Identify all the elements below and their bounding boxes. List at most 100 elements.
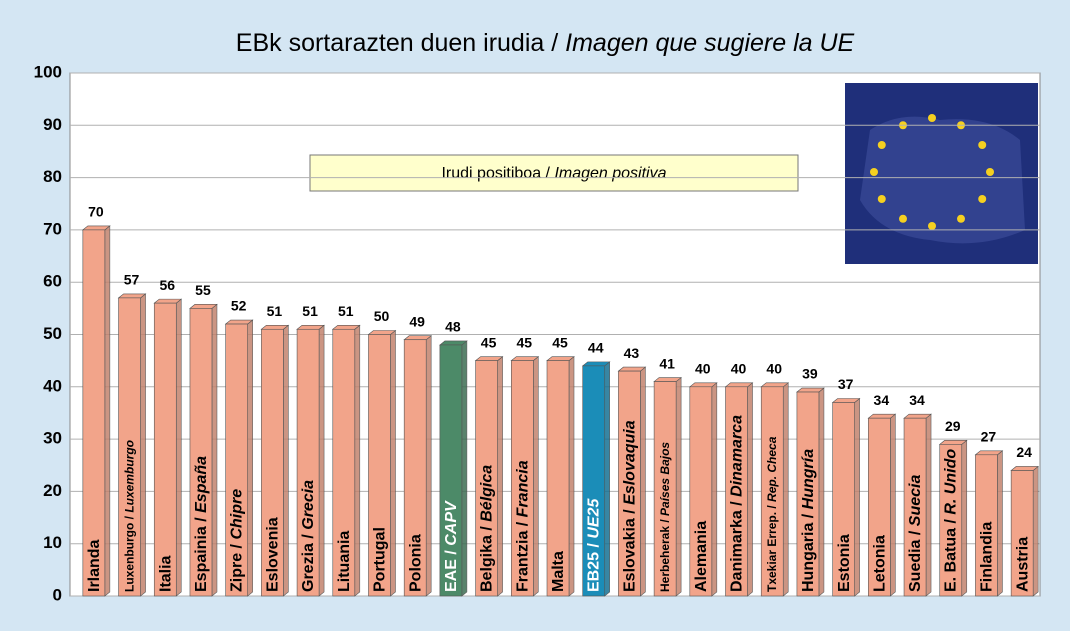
bar-top <box>439 340 468 346</box>
x-tick-label: Danimarka / Dinamarca <box>729 415 746 592</box>
x-tick-label: Eslovenia <box>265 517 282 592</box>
bar <box>975 454 998 597</box>
y-tick-label: 50 <box>43 324 62 343</box>
y-tick-label: 40 <box>43 376 62 395</box>
bar-side <box>283 324 289 597</box>
bar <box>225 323 248 597</box>
bar <box>439 344 463 597</box>
value-label: 43 <box>624 345 640 361</box>
chart-title: EBk sortarazten duen irudia / Imagen que… <box>236 29 855 57</box>
bar <box>261 328 284 597</box>
bar-side <box>640 366 646 597</box>
value-label: 45 <box>481 334 497 350</box>
bar-top <box>153 298 183 304</box>
star <box>986 168 994 176</box>
x-tick-label: Irlanda <box>86 539 103 592</box>
bar-top <box>688 382 718 388</box>
x-tick-label: Portugal <box>372 527 389 592</box>
bar <box>546 360 570 597</box>
bar <box>725 386 748 597</box>
bar-top <box>296 324 325 330</box>
value-label: 52 <box>231 298 247 314</box>
bar-side <box>104 225 111 597</box>
bar-top <box>189 304 218 309</box>
y-tick-label: 90 <box>43 115 62 134</box>
value-label: 44 <box>588 340 604 356</box>
star <box>928 114 936 122</box>
bar-side <box>711 382 718 597</box>
x-tick-label: Estonia <box>836 534 853 592</box>
x-tick-label: Txekiar Errep. / Rep. Checa <box>765 436 779 592</box>
eu-map-image <box>845 83 1038 264</box>
bar <box>332 328 356 597</box>
bar-top <box>367 330 397 335</box>
value-label: 48 <box>445 319 461 335</box>
bar-side <box>961 439 968 597</box>
x-tick-label: Malta <box>550 551 567 592</box>
x-tick-label: Hungaria / Hungría <box>800 449 817 592</box>
bar-side <box>604 361 611 597</box>
star <box>978 141 987 149</box>
bar <box>618 370 641 597</box>
value-label: 51 <box>338 303 354 319</box>
bar-top <box>117 293 147 299</box>
bar <box>368 334 391 597</box>
bar-top <box>224 319 254 325</box>
star <box>978 195 987 203</box>
x-tick-label: Alemania <box>693 521 710 592</box>
value-label: 70 <box>88 204 104 220</box>
legend-box <box>309 154 799 192</box>
x-tick-label: Luxenburgo / Luxemburgo <box>123 440 137 592</box>
bar-top <box>938 440 968 445</box>
bar-top <box>653 377 682 382</box>
bar <box>796 391 820 597</box>
bar-top <box>403 335 433 341</box>
value-label: 24 <box>1016 444 1032 460</box>
value-label: 50 <box>374 308 390 324</box>
bar-side <box>854 397 860 597</box>
bar-top <box>903 413 932 419</box>
bar-top <box>724 382 754 388</box>
bar <box>1010 470 1034 597</box>
bar <box>403 339 427 597</box>
bar-side <box>461 340 468 597</box>
bar <box>760 386 784 597</box>
bar-side <box>497 356 503 597</box>
bar-side <box>175 298 182 597</box>
x-tick-label: Finlandia <box>979 522 996 592</box>
x-tick-label: Frantzia / Francia <box>515 460 532 592</box>
bar-side <box>997 450 1003 597</box>
star <box>928 222 936 230</box>
bar <box>939 444 963 597</box>
x-tick-label: Polonia <box>407 534 424 592</box>
bar <box>582 365 606 597</box>
x-tick-label: Lituania <box>336 531 353 592</box>
bar-side <box>818 387 825 597</box>
value-label: 34 <box>874 392 890 408</box>
x-tick-label: Espainia / España <box>193 456 210 592</box>
bar-top <box>796 387 825 393</box>
star <box>877 141 886 149</box>
value-label: 55 <box>195 282 211 298</box>
value-label: 34 <box>909 392 925 408</box>
bar-top <box>510 356 540 361</box>
bar-side <box>140 293 146 597</box>
star <box>957 214 965 223</box>
bar-top <box>581 361 611 367</box>
bar-side <box>890 413 896 597</box>
y-tick-label: 0 <box>53 585 62 604</box>
x-tick-label: Letonia <box>872 535 889 592</box>
value-label: 40 <box>731 361 747 377</box>
bar <box>118 297 141 597</box>
x-tick-label: Eslovakia / Eslovaquia <box>622 420 639 592</box>
value-label: 51 <box>267 303 283 319</box>
bar <box>653 381 677 597</box>
value-label: 56 <box>159 277 175 293</box>
bar-side <box>782 382 789 597</box>
star <box>870 168 878 176</box>
bar <box>903 417 927 597</box>
x-tick-label: EAE / CAPV <box>443 500 460 592</box>
y-tick-label: 20 <box>43 481 62 500</box>
bar <box>153 302 177 597</box>
x-tick-label: Suedia / Suecia <box>907 475 924 592</box>
